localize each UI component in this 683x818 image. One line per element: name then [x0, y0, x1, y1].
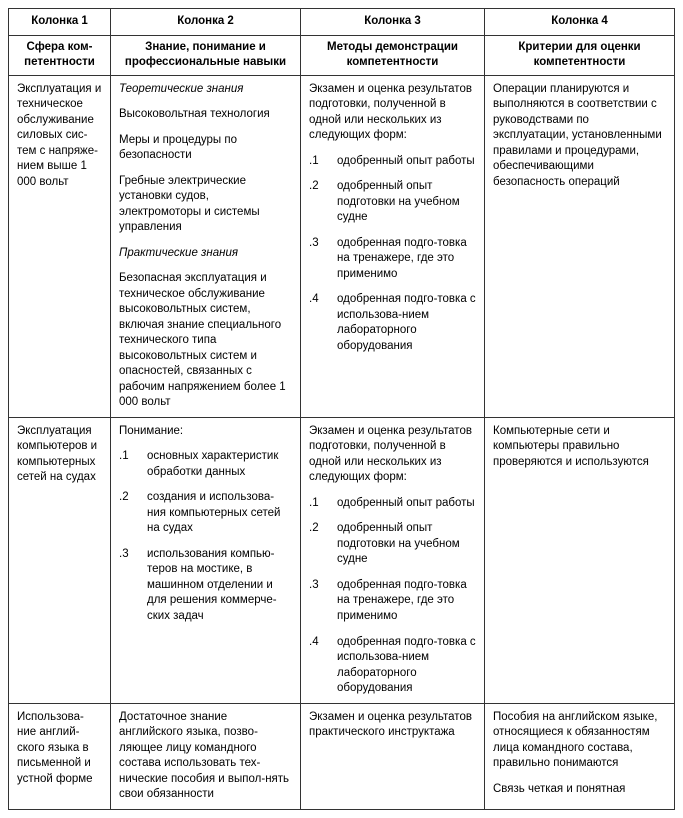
competence-area: Эксплуатация и техническое обслуживание … — [9, 75, 111, 417]
item-number: .1 — [119, 449, 147, 480]
knowledge-text: Безопасная эксплуатация и техническое об… — [119, 271, 292, 411]
competency-table: Колонка 1 Колонка 2 Колонка 3 Колонка 4 … — [8, 8, 675, 810]
list-item: .2 создания и использова-ния компьютерны… — [119, 490, 292, 537]
list-item: .3 одобренная подго-товка на тренажере, … — [309, 578, 476, 625]
item-number: .1 — [309, 154, 337, 170]
knowledge-text: Высоковольтная технология — [119, 107, 292, 123]
item-text: одобренная подго-товка с использова-нием… — [337, 635, 476, 697]
criteria-cell: Компьютерные сети и компьютеры правильно… — [485, 417, 675, 703]
methods-intro: Экзамен и оценка результатов подготовки,… — [309, 424, 476, 486]
table-row: Использова-ние англий-ского языка в пись… — [9, 703, 675, 809]
item-text: одобренная подго-товка на тренажере, где… — [337, 236, 476, 283]
list-item: .1 одобренный опыт работы — [309, 154, 476, 170]
col4-number: Колонка 4 — [485, 9, 675, 36]
knowledge-cell: Достаточное знание английского языка, по… — [111, 703, 301, 809]
knowledge-list: .1 основных характеристик обработки данн… — [119, 449, 292, 624]
knowledge-lead: Понимание: — [119, 424, 292, 440]
methods-list: .1 одобренный опыт работы .2 одобренный … — [309, 496, 476, 697]
header-row-2: Сфера ком- петентности Знание, понимание… — [9, 35, 675, 75]
methods-cell: Экзамен и оценка результатов практическо… — [301, 703, 485, 809]
criteria-cell: Операции планируются и выполняются в соо… — [485, 75, 675, 417]
item-number: .4 — [309, 292, 337, 354]
list-item: .4 одобренная подго-товка с использова-н… — [309, 635, 476, 697]
item-text: использования компью-теров на мостике, в… — [147, 547, 292, 625]
item-number: .2 — [309, 179, 337, 226]
knowledge-cell: Понимание: .1 основных характеристик обр… — [111, 417, 301, 703]
competence-area: Использова-ние англий-ского языка в пись… — [9, 703, 111, 809]
item-text: одобренный опыт подготовки на учебном су… — [337, 179, 476, 226]
item-number: .3 — [309, 236, 337, 283]
col3-title: Методы демонстрации компетентности — [301, 35, 485, 75]
col2-title: Знание, понимание и профессиональные нав… — [111, 35, 301, 75]
list-item: .2 одобренный опыт подготовки на учебном… — [309, 179, 476, 226]
methods-cell: Экзамен и оценка результатов подготовки,… — [301, 417, 485, 703]
item-text: создания и использова-ния компьютерных с… — [147, 490, 292, 537]
criteria-text: Пособия на английском языке, относящиеся… — [493, 710, 666, 772]
item-text: основных характеристик обработки данных — [147, 449, 292, 480]
list-item: .1 основных характеристик обработки данн… — [119, 449, 292, 480]
methods-intro: Экзамен и оценка результатов подготовки,… — [309, 82, 476, 144]
methods-text: Экзамен и оценка результатов практическо… — [309, 710, 476, 741]
methods-cell: Экзамен и оценка результатов подготовки,… — [301, 75, 485, 417]
subheading-theoretical: Теоретические знания — [119, 82, 292, 98]
item-text: одобренная подго-товка с использова-нием… — [337, 292, 476, 354]
table-row: Эксплуатация и техническое обслуживание … — [9, 75, 675, 417]
list-item: .2 одобренный опыт подготовки на учебном… — [309, 521, 476, 568]
criteria-text: Связь четкая и понятная — [493, 782, 666, 798]
item-number: .4 — [309, 635, 337, 697]
col4-title: Критерии для оценки компетентности — [485, 35, 675, 75]
item-number: .2 — [119, 490, 147, 537]
knowledge-text: Меры и процедуры по безопасности — [119, 133, 292, 164]
list-item: .3 одобренная подго-товка на тренажере, … — [309, 236, 476, 283]
item-text: одобренная подго-товка на тренажере, где… — [337, 578, 476, 625]
list-item: .4 одобренная подго-товка с использова-н… — [309, 292, 476, 354]
table-row: Эксплуатация компьютеров и компьютерных … — [9, 417, 675, 703]
item-number: .1 — [309, 496, 337, 512]
header-row-1: Колонка 1 Колонка 2 Колонка 3 Колонка 4 — [9, 9, 675, 36]
list-item: .1 одобренный опыт работы — [309, 496, 476, 512]
criteria-cell: Пособия на английском языке, относящиеся… — [485, 703, 675, 809]
col3-number: Колонка 3 — [301, 9, 485, 36]
col1-number: Колонка 1 — [9, 9, 111, 36]
item-number: .3 — [309, 578, 337, 625]
col1-title: Сфера ком- петентности — [9, 35, 111, 75]
item-text: одобренный опыт подготовки на учебном су… — [337, 521, 476, 568]
col2-number: Колонка 2 — [111, 9, 301, 36]
knowledge-text: Достаточное знание английского языка, по… — [119, 710, 292, 803]
item-text: одобренный опыт работы — [337, 154, 476, 170]
knowledge-cell: Теоретические знания Высоковольтная техн… — [111, 75, 301, 417]
competence-area: Эксплуатация компьютеров и компьютерных … — [9, 417, 111, 703]
list-item: .3 использования компью-теров на мостике… — [119, 547, 292, 625]
item-number: .2 — [309, 521, 337, 568]
table-body: Эксплуатация и техническое обслуживание … — [9, 75, 675, 809]
table-header: Колонка 1 Колонка 2 Колонка 3 Колонка 4 … — [9, 9, 675, 76]
methods-list: .1 одобренный опыт работы .2 одобренный … — [309, 154, 476, 355]
subheading-practical: Практические знания — [119, 246, 292, 262]
item-text: одобренный опыт работы — [337, 496, 476, 512]
knowledge-text: Гребные электрические установки судов, э… — [119, 174, 292, 236]
item-number: .3 — [119, 547, 147, 625]
